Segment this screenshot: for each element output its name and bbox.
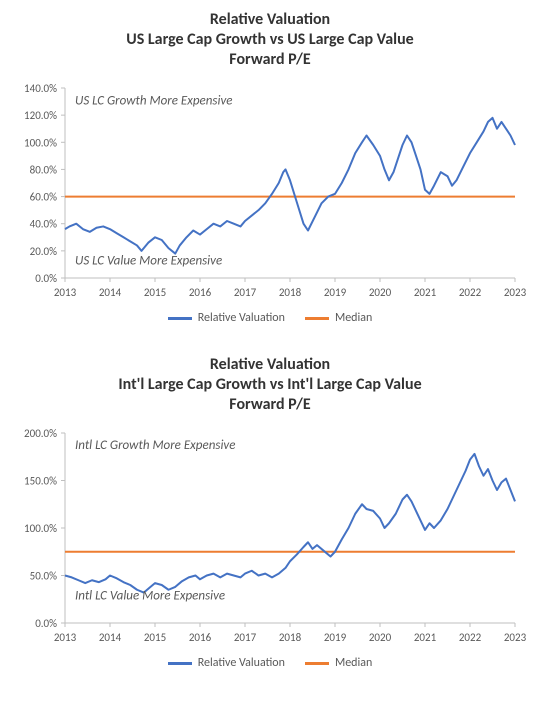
svg-text:150.0%: 150.0% bbox=[24, 475, 57, 488]
svg-text:20.0%: 20.0% bbox=[30, 245, 58, 258]
svg-text:2018: 2018 bbox=[279, 631, 302, 644]
svg-text:2013: 2013 bbox=[54, 286, 77, 299]
svg-text:120.0%: 120.0% bbox=[24, 109, 57, 122]
svg-text:2019: 2019 bbox=[324, 631, 347, 644]
svg-text:2020: 2020 bbox=[369, 286, 392, 299]
svg-text:2014: 2014 bbox=[99, 286, 122, 299]
svg-text:US LC Value More Expensive: US LC Value More Expensive bbox=[75, 253, 222, 268]
legend-item-median: Median bbox=[305, 656, 372, 670]
legend-swatch-line bbox=[305, 662, 329, 665]
svg-text:US LC Growth More Expensive: US LC Growth More Expensive bbox=[75, 93, 232, 108]
svg-text:2014: 2014 bbox=[99, 631, 122, 644]
legend-swatch-line bbox=[168, 662, 192, 665]
legend-item-relative-valuation: Relative Valuation bbox=[168, 311, 285, 325]
legend-item-relative-valuation: Relative Valuation bbox=[168, 656, 285, 670]
svg-text:2020: 2020 bbox=[369, 631, 392, 644]
chart1-legend: Relative Valuation Median bbox=[10, 311, 530, 325]
legend-label-1: Relative Valuation bbox=[198, 311, 285, 325]
svg-text:2019: 2019 bbox=[324, 286, 347, 299]
legend-label-2: Median bbox=[335, 311, 372, 325]
chart2-title-line2: Int'l Large Cap Growth vs Int'l Large Ca… bbox=[10, 375, 530, 395]
svg-text:0.0%: 0.0% bbox=[35, 617, 57, 630]
legend-label-2: Median bbox=[335, 656, 372, 670]
svg-text:60.0%: 60.0% bbox=[30, 191, 58, 204]
svg-text:0.0%: 0.0% bbox=[35, 272, 57, 285]
svg-text:140.0%: 140.0% bbox=[24, 82, 57, 95]
chart1-title-line2: US Large Cap Growth vs US Large Cap Valu… bbox=[10, 30, 530, 50]
chart2-title-line1: Relative Valuation bbox=[10, 355, 530, 375]
svg-text:2017: 2017 bbox=[234, 286, 257, 299]
svg-text:100.0%: 100.0% bbox=[24, 136, 57, 149]
svg-text:40.0%: 40.0% bbox=[30, 218, 58, 231]
svg-text:2016: 2016 bbox=[189, 631, 212, 644]
chart2-title-line3: Forward P/E bbox=[10, 395, 530, 415]
chart2-plot: 0.0% 50.0% 100.0% 150.0% 200.0% 2013 2014 2015 2… bbox=[10, 423, 530, 648]
svg-text:2015: 2015 bbox=[144, 631, 166, 644]
chart2-title: Relative Valuation Int'l Large Cap Growt… bbox=[10, 355, 530, 415]
chart-us-large-cap: Relative Valuation US Large Cap Growth v… bbox=[10, 10, 530, 325]
chart1-title-line1: Relative Valuation bbox=[10, 10, 530, 30]
svg-text:200.0%: 200.0% bbox=[24, 427, 57, 440]
svg-text:2016: 2016 bbox=[189, 286, 212, 299]
chart-intl-large-cap: Relative Valuation Int'l Large Cap Growt… bbox=[10, 355, 530, 670]
chart1-title: Relative Valuation US Large Cap Growth v… bbox=[10, 10, 530, 70]
legend-item-median: Median bbox=[305, 311, 372, 325]
svg-text:2023: 2023 bbox=[504, 286, 527, 299]
svg-text:Intl LC Value More Expensive: Intl LC Value More Expensive bbox=[75, 588, 225, 603]
svg-text:2021: 2021 bbox=[414, 631, 437, 644]
svg-text:80.0%: 80.0% bbox=[30, 163, 58, 176]
svg-text:2023: 2023 bbox=[504, 631, 527, 644]
chart1-plot: 0.0% 20.0% 40.0% 60.0% 80.0% 100.0% 120.0% 140.… bbox=[10, 78, 530, 303]
svg-text:100.0%: 100.0% bbox=[24, 522, 57, 535]
legend-swatch-line bbox=[168, 317, 192, 320]
svg-text:2021: 2021 bbox=[414, 286, 437, 299]
svg-text:Intl LC Growth More Expensive: Intl LC Growth More Expensive bbox=[75, 438, 235, 453]
svg-text:2013: 2013 bbox=[54, 631, 77, 644]
svg-text:2022: 2022 bbox=[459, 286, 482, 299]
svg-text:2015: 2015 bbox=[144, 286, 166, 299]
svg-text:2022: 2022 bbox=[459, 631, 482, 644]
legend-label-1: Relative Valuation bbox=[198, 656, 285, 670]
svg-text:2017: 2017 bbox=[234, 631, 257, 644]
chart1-title-line3: Forward P/E bbox=[10, 50, 530, 70]
chart2-legend: Relative Valuation Median bbox=[10, 656, 530, 670]
legend-swatch-line bbox=[305, 317, 329, 320]
svg-text:2018: 2018 bbox=[279, 286, 302, 299]
svg-text:50.0%: 50.0% bbox=[30, 570, 58, 583]
